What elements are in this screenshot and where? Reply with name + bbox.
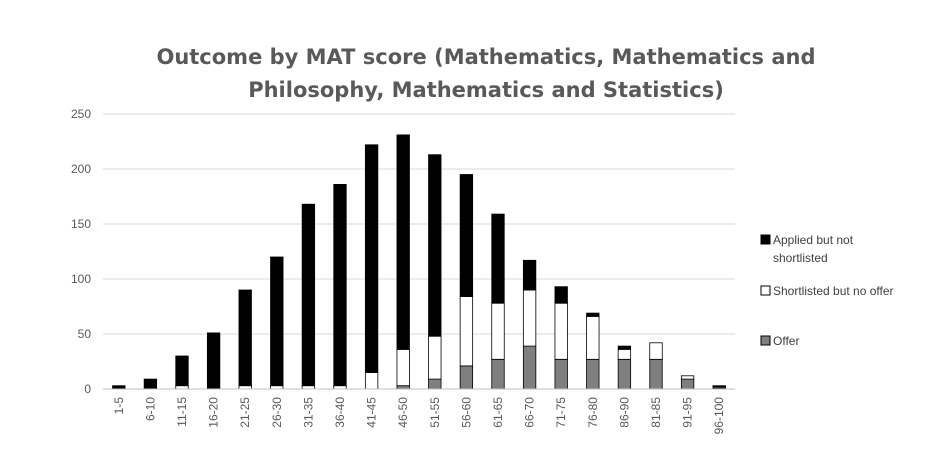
bar-segment-offer	[617, 358, 632, 390]
bar-segment-applied-not-shortlisted	[143, 378, 158, 390]
bar-segment-offer	[428, 378, 442, 390]
legend-label-applied-line-1: Applied but not	[773, 233, 854, 247]
chart-title-line-1: Outcome by MAT score (Mathematics, Mathe…	[156, 45, 815, 69]
bar-segment-offer	[586, 358, 600, 390]
bar-segment-applied-not-shortlisted	[238, 289, 252, 387]
bar-segment-offer	[649, 358, 663, 390]
x-tick-label: 66-70	[523, 397, 537, 428]
y-tick-label: 50	[78, 327, 92, 341]
bar-segment-shortlisted-no-offer	[586, 315, 600, 360]
bar-segment-shortlisted-no-offer	[649, 342, 663, 360]
bar-segment-offer	[491, 358, 505, 390]
bar-segment-applied-not-shortlisted	[396, 134, 410, 350]
legend-label-offer: Offer	[773, 334, 799, 348]
bar-segment-shortlisted-no-offer	[459, 296, 474, 367]
bar-segment-applied-not-shortlisted	[428, 154, 442, 337]
bar-segment-applied-not-shortlisted	[333, 183, 347, 387]
bar-segment-shortlisted-no-offer	[617, 348, 632, 360]
x-tick-label: 96-100	[712, 397, 726, 435]
legend-swatch-applied	[760, 234, 771, 245]
x-axis-tick-labels: 1-5 6-10 11-15 16-20 21-25 26-30 31-35 36-40 41-…	[112, 397, 726, 435]
bar-segment-applied-not-shortlisted	[459, 174, 474, 297]
x-tick-label: 36-40	[333, 397, 347, 428]
bar-segment-shortlisted-no-offer	[491, 302, 505, 360]
y-tick-label: 150	[71, 217, 91, 231]
legend-label-applied-line-2: shortlisted	[773, 251, 828, 265]
y-tick-label: 250	[71, 107, 91, 121]
x-tick-label: 26-30	[270, 397, 284, 428]
bar-segment-shortlisted-no-offer	[396, 348, 410, 387]
bar-segment-applied-not-shortlisted	[206, 332, 221, 390]
bar-segment-applied-not-shortlisted	[554, 286, 568, 304]
y-tick-label: 0	[84, 382, 91, 396]
y-tick-label: 200	[71, 162, 91, 176]
bar-segment-shortlisted-no-offer	[364, 372, 379, 390]
legend: Applied but not shortlisted Shortlisted …	[760, 233, 894, 348]
bars	[112, 134, 726, 390]
bar-segment-applied-not-shortlisted	[270, 256, 284, 387]
x-tick-label: 11-15	[175, 397, 189, 427]
bar-segment-offer	[554, 358, 568, 390]
x-tick-label: 56-60	[459, 397, 473, 428]
bar-segment-shortlisted-no-offer	[522, 289, 537, 347]
x-tick-label: 61-65	[491, 397, 505, 428]
bar-segment-applied-not-shortlisted	[712, 385, 726, 388]
x-tick-label: 46-50	[396, 397, 410, 428]
y-tick-label: 100	[71, 272, 91, 286]
gridlines	[103, 113, 735, 335]
legend-label-shortlisted: Shortlisted but no offer	[773, 284, 894, 298]
bar-segment-offer	[459, 365, 474, 390]
x-tick-label: 6-10	[143, 397, 157, 421]
bar-segment-shortlisted-no-offer	[554, 302, 568, 360]
bar-segment-applied-not-shortlisted	[364, 144, 379, 373]
bar-segment-applied-not-shortlisted	[617, 345, 632, 350]
bar-segment-applied-not-shortlisted	[175, 355, 189, 387]
x-tick-label: 76-80	[586, 397, 600, 428]
x-tick-label: 16-20	[207, 397, 221, 428]
x-tick-label: 81-85	[649, 397, 663, 428]
bar-segment-offer	[680, 378, 695, 390]
x-tick-label: 51-55	[428, 397, 442, 428]
legend-swatch-shortlisted	[760, 285, 771, 296]
bar-segment-applied-not-shortlisted	[586, 312, 600, 317]
bar-segment-shortlisted-no-offer	[680, 375, 695, 380]
legend-swatch-offer	[760, 335, 771, 346]
x-tick-label: 21-25	[238, 397, 252, 428]
x-tick-label: 91-95	[681, 397, 695, 428]
chart-title-line-2: Philosophy, Mathematics and Statistics)	[248, 78, 724, 102]
bar-segment-applied-not-shortlisted	[522, 259, 537, 291]
bar-segment-offer	[522, 345, 537, 390]
x-tick-label: 71-75	[554, 397, 568, 428]
x-tick-label: 1-5	[112, 397, 126, 415]
bar-segment-applied-not-shortlisted	[301, 203, 316, 387]
bar-segment-shortlisted-no-offer	[428, 335, 442, 380]
x-tick-label: 31-35	[301, 397, 315, 428]
x-tick-label: 41-45	[365, 397, 379, 428]
y-axis-tick-labels: 0 50 100 150 200 250	[71, 107, 91, 396]
bar-segment-applied-not-shortlisted	[491, 213, 505, 304]
x-tick-label: 86-90	[617, 397, 631, 428]
